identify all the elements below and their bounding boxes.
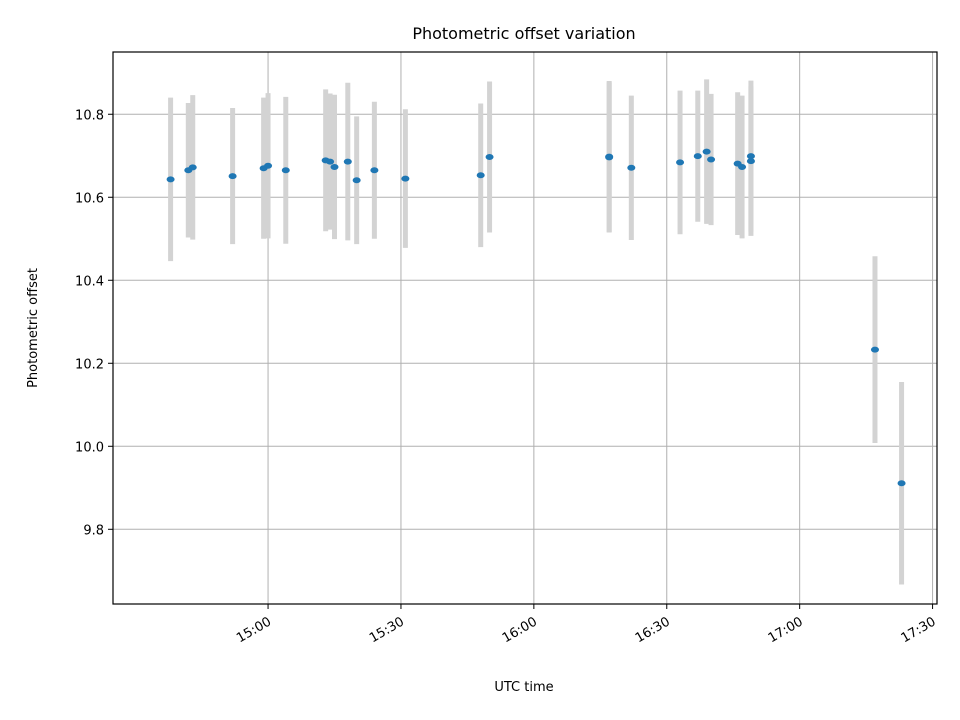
plot-frame bbox=[112, 51, 938, 605]
data-point bbox=[264, 162, 273, 169]
x-tick-label: 17:00 bbox=[766, 614, 806, 646]
data-point bbox=[485, 154, 494, 161]
axis-ticks: 15:00 15:30 16:00 16:30 17:00 17:30 9.8 10.0 10.… bbox=[75, 108, 939, 646]
x-tick-label: 15:30 bbox=[367, 614, 407, 646]
y-tick-label: 10.4 bbox=[75, 274, 104, 289]
data-point bbox=[746, 153, 755, 160]
data-point bbox=[476, 172, 485, 179]
x-tick-label: 17:30 bbox=[899, 614, 939, 646]
data-point bbox=[702, 148, 711, 155]
data-point bbox=[897, 480, 906, 487]
data-point bbox=[676, 159, 685, 166]
x-axis-label: UTC time bbox=[494, 680, 553, 695]
y-tick-label: 10.8 bbox=[75, 108, 104, 123]
data-point bbox=[627, 164, 636, 171]
data-point bbox=[166, 176, 175, 183]
data-points bbox=[166, 148, 906, 487]
data-point bbox=[352, 177, 361, 184]
data-point bbox=[746, 158, 755, 165]
y-tick-label: 9.8 bbox=[83, 523, 104, 538]
data-point bbox=[738, 163, 747, 170]
data-point bbox=[326, 158, 335, 165]
data-point bbox=[401, 175, 410, 182]
data-point bbox=[330, 163, 339, 170]
y-tick-label: 10.6 bbox=[75, 191, 104, 206]
x-tick-label: 16:30 bbox=[633, 614, 673, 646]
y-tick-label: 10.2 bbox=[75, 357, 104, 372]
data-point bbox=[188, 164, 197, 171]
data-point bbox=[370, 167, 379, 174]
data-point bbox=[693, 153, 702, 160]
chart-title: Photometric offset variation bbox=[412, 24, 635, 43]
y-axis-label: Photometric offset bbox=[26, 268, 41, 388]
data-point bbox=[870, 346, 879, 353]
data-point bbox=[228, 173, 237, 180]
x-tick-label: 15:00 bbox=[234, 614, 274, 646]
error-bars bbox=[168, 79, 905, 585]
x-tick-label: 16:00 bbox=[500, 614, 540, 646]
grid bbox=[113, 52, 937, 604]
data-point bbox=[343, 158, 352, 165]
data-point bbox=[281, 167, 290, 174]
data-point bbox=[605, 154, 614, 161]
y-tick-label: 10.0 bbox=[75, 440, 104, 455]
data-point bbox=[707, 156, 716, 163]
